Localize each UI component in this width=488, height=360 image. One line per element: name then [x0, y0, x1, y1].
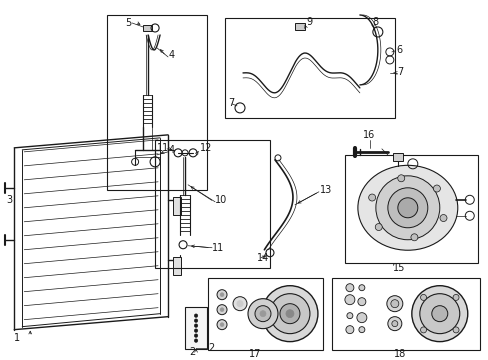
- Bar: [344, 155, 477, 263]
- Circle shape: [439, 215, 446, 221]
- Text: 14: 14: [257, 253, 269, 263]
- Circle shape: [391, 321, 397, 327]
- Circle shape: [452, 327, 458, 333]
- Circle shape: [217, 305, 226, 315]
- Text: 11: 11: [157, 143, 169, 153]
- Text: 6: 6: [396, 45, 402, 55]
- Bar: [143, 25, 152, 31]
- Circle shape: [387, 188, 427, 228]
- Circle shape: [220, 323, 224, 327]
- Circle shape: [419, 294, 459, 334]
- Text: 9: 9: [305, 17, 311, 27]
- Circle shape: [220, 293, 224, 297]
- Bar: [224, 18, 394, 118]
- Circle shape: [194, 339, 198, 342]
- Text: 8: 8: [372, 17, 378, 27]
- Text: 7: 7: [396, 67, 402, 77]
- Circle shape: [397, 175, 404, 182]
- Circle shape: [397, 198, 417, 218]
- Text: 12: 12: [200, 143, 212, 153]
- Bar: [184, 307, 206, 348]
- Text: 2: 2: [207, 343, 214, 353]
- Text: 1: 1: [14, 333, 20, 343]
- Bar: [107, 15, 206, 190]
- Bar: [207, 278, 322, 350]
- Circle shape: [374, 224, 382, 230]
- Circle shape: [220, 308, 224, 312]
- Text: 13: 13: [319, 185, 331, 195]
- Text: 10: 10: [215, 195, 227, 205]
- Text: 17: 17: [248, 348, 261, 359]
- Circle shape: [386, 296, 402, 312]
- Text: 2: 2: [188, 347, 195, 357]
- Circle shape: [411, 286, 467, 342]
- Circle shape: [358, 327, 364, 333]
- Circle shape: [217, 290, 226, 300]
- Circle shape: [285, 310, 293, 318]
- Text: 5: 5: [125, 18, 131, 28]
- Circle shape: [345, 326, 353, 334]
- Bar: [173, 257, 181, 275]
- Circle shape: [194, 324, 198, 328]
- Circle shape: [368, 194, 375, 201]
- Bar: [331, 278, 479, 350]
- Text: 16: 16: [362, 130, 374, 140]
- Circle shape: [375, 176, 439, 240]
- Circle shape: [420, 327, 426, 333]
- Bar: [294, 23, 305, 30]
- Text: 15: 15: [392, 263, 405, 273]
- Circle shape: [194, 334, 198, 337]
- Circle shape: [358, 285, 364, 291]
- Circle shape: [194, 319, 198, 323]
- Circle shape: [432, 185, 440, 192]
- Text: 18: 18: [393, 348, 405, 359]
- Circle shape: [280, 304, 299, 324]
- Circle shape: [410, 234, 417, 241]
- Circle shape: [260, 311, 265, 317]
- Circle shape: [233, 297, 246, 311]
- Circle shape: [344, 295, 354, 305]
- Circle shape: [194, 329, 198, 332]
- Circle shape: [390, 300, 398, 308]
- Circle shape: [262, 286, 317, 342]
- Circle shape: [346, 313, 352, 319]
- Text: 11: 11: [212, 243, 224, 253]
- Circle shape: [420, 294, 426, 300]
- Circle shape: [431, 306, 447, 322]
- Circle shape: [194, 314, 198, 318]
- Bar: [155, 140, 269, 268]
- Circle shape: [247, 299, 277, 329]
- Text: 4: 4: [168, 50, 174, 60]
- Circle shape: [217, 320, 226, 330]
- Circle shape: [356, 313, 366, 323]
- Circle shape: [357, 298, 365, 306]
- Ellipse shape: [357, 165, 457, 250]
- Circle shape: [345, 284, 353, 292]
- Circle shape: [237, 301, 243, 307]
- Text: 4: 4: [168, 145, 174, 155]
- Circle shape: [387, 317, 401, 330]
- Bar: [392, 153, 402, 161]
- Circle shape: [269, 294, 309, 334]
- Circle shape: [254, 306, 270, 322]
- Bar: [173, 197, 181, 215]
- Circle shape: [452, 294, 458, 300]
- Text: 3: 3: [6, 195, 12, 205]
- Text: 7: 7: [227, 98, 234, 108]
